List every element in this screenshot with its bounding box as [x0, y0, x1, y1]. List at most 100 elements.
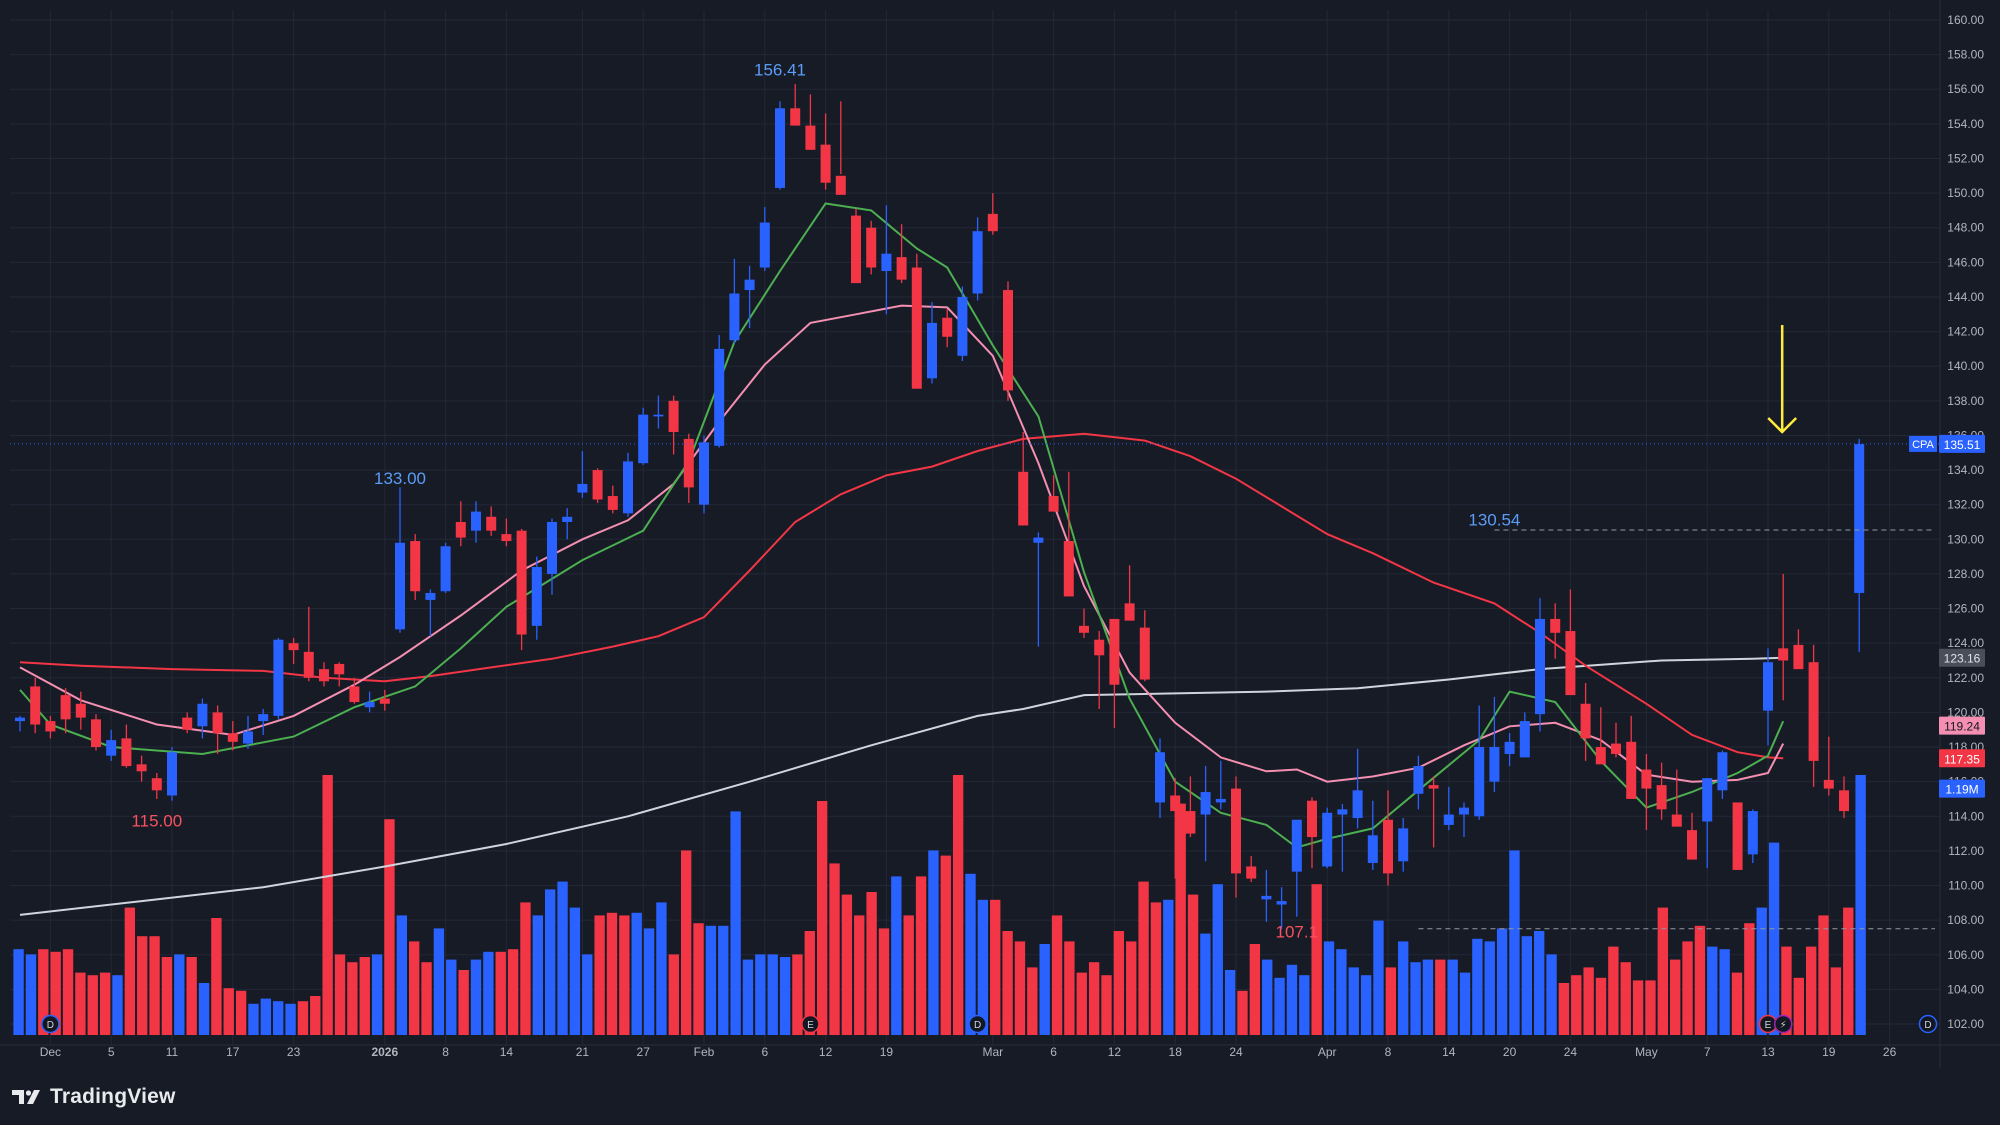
candle-body	[152, 778, 162, 790]
candle-body	[1702, 778, 1712, 821]
volume-bar	[149, 936, 159, 1035]
volume-bar	[1077, 973, 1087, 1035]
y-tick-label: 154.00	[1947, 117, 1984, 131]
candle-body	[243, 731, 253, 743]
price-tag-label: 123.16	[1944, 652, 1981, 666]
volume-bar	[1237, 991, 1247, 1035]
volume-bar	[669, 954, 679, 1035]
candle-body	[547, 522, 557, 574]
volume-bar	[1373, 921, 1383, 1035]
event-marker-letter: ⚡	[1780, 1020, 1787, 1031]
volume-bar	[1349, 967, 1359, 1035]
volume-bar	[1596, 978, 1606, 1035]
candle-body	[425, 593, 435, 600]
y-tick-label: 144.00	[1947, 290, 1984, 304]
candle-body	[897, 257, 907, 280]
volume-bar	[63, 949, 73, 1035]
volume-bar	[285, 1004, 295, 1035]
candle-body	[517, 531, 527, 635]
price-annotation: 133.00	[374, 469, 426, 488]
volume-bar	[1274, 978, 1284, 1035]
x-tick-label: 19	[880, 1045, 894, 1059]
volume-bar	[1522, 936, 1532, 1035]
volume-bar	[1633, 980, 1643, 1035]
y-tick-label: 160.00	[1947, 13, 1984, 27]
volume-bar	[446, 960, 456, 1035]
volume-bar	[1423, 960, 1433, 1035]
volume-bar	[1794, 978, 1804, 1035]
candle-body	[729, 294, 739, 341]
volume-bar	[1559, 983, 1569, 1035]
volume-bar	[1311, 884, 1321, 1035]
y-tick-label: 130.00	[1947, 532, 1984, 546]
candle-body	[91, 719, 101, 747]
y-tick-label: 142.00	[1947, 325, 1984, 339]
candle-body	[486, 517, 496, 531]
volume-bar	[607, 913, 617, 1035]
candle-body	[745, 280, 755, 290]
x-tick-label: 5	[108, 1045, 115, 1059]
volume-bar	[916, 876, 926, 1035]
candle-body	[1337, 809, 1347, 814]
candle-body	[76, 704, 86, 718]
volume-bar	[1546, 954, 1556, 1035]
candle-body	[197, 704, 207, 727]
volume-bar	[384, 819, 394, 1035]
volume-bar	[1225, 970, 1235, 1035]
candle-body	[456, 522, 466, 538]
volume-bar	[1410, 962, 1420, 1035]
candle-body	[638, 415, 648, 463]
candle-body	[1413, 766, 1423, 794]
x-tick-label: May	[1635, 1045, 1658, 1059]
candle-body	[1018, 472, 1028, 526]
candle-body	[1748, 811, 1758, 854]
candle-body	[714, 349, 724, 446]
price-chart[interactable]: 156.41 133.00 130.54 115.00 107.1 102.00 104.…	[0, 0, 2000, 1068]
price-annotation: 107.1	[1276, 922, 1319, 941]
candle-body	[1322, 813, 1332, 867]
volume-bar	[508, 949, 518, 1035]
volume-bar	[1435, 960, 1445, 1035]
candle-body	[1155, 752, 1165, 802]
candle-body	[1535, 619, 1545, 714]
candle-body	[1459, 808, 1469, 815]
candle-body	[1398, 828, 1408, 861]
price-annotation: 115.00	[131, 812, 182, 831]
volume-bar	[322, 775, 332, 1035]
candle-body	[760, 223, 770, 268]
candle-body	[1277, 901, 1287, 904]
volume-bar	[1707, 947, 1717, 1035]
volume-bar	[310, 996, 320, 1035]
candle-body	[973, 231, 983, 293]
event-marker-letter: E	[1765, 1020, 1772, 1031]
tradingview-logo[interactable]: TradingView	[12, 1085, 176, 1109]
volume-bar	[866, 892, 876, 1035]
y-tick-label: 114.00	[1948, 809, 1984, 823]
x-tick-label: Apr	[1318, 1045, 1337, 1059]
volume-bar	[199, 983, 209, 1035]
candle-body	[881, 254, 891, 271]
candle-body	[441, 546, 451, 591]
x-tick-label: 12	[1108, 1045, 1122, 1059]
y-tick-label: 102.00	[1947, 1017, 1984, 1031]
candle-body	[1626, 742, 1636, 799]
volume-bar	[1719, 949, 1729, 1035]
event-marker-letter: D	[47, 1020, 54, 1031]
volume-bar	[1621, 962, 1631, 1035]
volume-bar	[1163, 900, 1173, 1035]
candle-body	[471, 512, 481, 531]
volume-bar	[693, 923, 703, 1035]
x-tick-label: 2026	[371, 1045, 398, 1059]
candle-body	[1307, 801, 1317, 837]
volume-bar	[1052, 915, 1062, 1035]
candle-body	[851, 216, 861, 284]
x-tick-label: Dec	[40, 1045, 61, 1059]
volume-bar	[644, 928, 654, 1035]
price-annotation: 156.41	[754, 60, 806, 79]
volume-bar	[1287, 965, 1297, 1035]
candle-body	[365, 702, 375, 707]
volume-bar	[1485, 941, 1495, 1035]
event-marker-letter: E	[807, 1020, 814, 1031]
y-tick-label: 138.00	[1947, 394, 1984, 408]
